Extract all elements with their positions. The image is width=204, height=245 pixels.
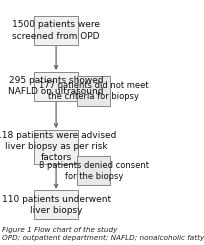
Text: 1500 patients were
screened from OPD: 1500 patients were screened from OPD xyxy=(12,20,100,40)
FancyBboxPatch shape xyxy=(34,130,78,164)
FancyBboxPatch shape xyxy=(34,72,78,101)
Text: 177 patients did not meet
the criteria for biopsy: 177 patients did not meet the criteria f… xyxy=(39,81,148,101)
FancyBboxPatch shape xyxy=(34,190,78,219)
FancyBboxPatch shape xyxy=(34,16,78,45)
FancyBboxPatch shape xyxy=(77,76,110,106)
FancyBboxPatch shape xyxy=(77,156,110,185)
Text: 295 patients showed
NAFLD on ultrasound: 295 patients showed NAFLD on ultrasound xyxy=(8,76,103,96)
Text: 118 patients were advised
liver biopsy as per risk
factors: 118 patients were advised liver biopsy a… xyxy=(0,131,116,162)
Text: 110 patients underwent
liver biopsy: 110 patients underwent liver biopsy xyxy=(1,195,110,215)
Text: Figure 1 Flow chart of the study
OPD; outpatient department; NAFLD; nonalcoholic: Figure 1 Flow chart of the study OPD; ou… xyxy=(2,227,204,241)
Text: 8 patients denied consent
for the biopsy: 8 patients denied consent for the biopsy xyxy=(39,161,148,181)
